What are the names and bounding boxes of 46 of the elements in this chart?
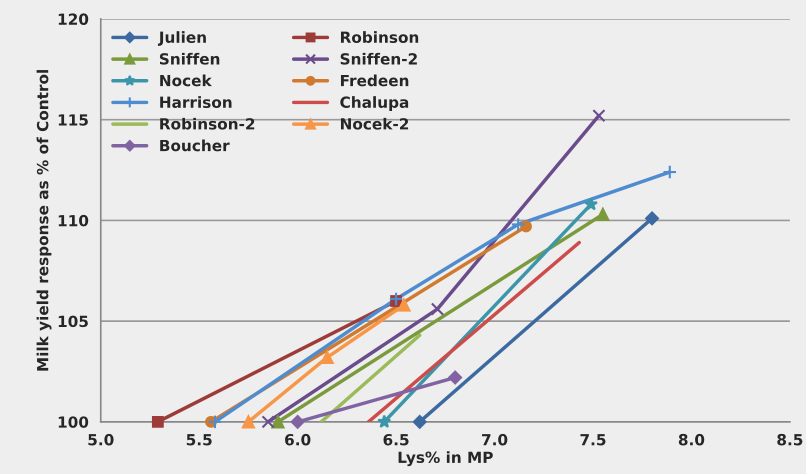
y-tick-label: 110 (58, 214, 88, 226)
legend-label: Harrison (160, 96, 232, 108)
legend-label: Nocek (160, 74, 212, 86)
x-tick-label: 8.5 (777, 434, 802, 446)
point (388, 292, 404, 306)
x-tick-label: 7.0 (482, 434, 508, 446)
legend-label: Chalupa (340, 96, 408, 111)
point (377, 414, 392, 428)
point (152, 416, 164, 428)
x-tick-label: 6.5 (384, 434, 409, 446)
point (242, 415, 256, 428)
point (290, 414, 305, 429)
x-tick-label: 8.0 (678, 434, 704, 446)
x-tick-label: 6.0 (285, 434, 310, 446)
point (520, 220, 532, 232)
y-tick-label: 120 (58, 13, 88, 25)
legend-label: Fredeen (340, 74, 408, 86)
legend-label: Robinson (340, 31, 418, 44)
legend-label: Sniffen-2 (340, 52, 417, 65)
y-tick-label: 105 (58, 316, 88, 328)
x-tick-label: 7.5 (580, 434, 606, 446)
legend-label: Julien (158, 31, 206, 46)
x-tick-label: 5.0 (88, 434, 114, 446)
point (592, 109, 606, 122)
x-axis-title: Lys% in MP (398, 451, 493, 466)
point (510, 217, 526, 232)
y-axis-title: Milk yield response as % of Control (36, 70, 52, 371)
y-tick-label: 115 (58, 114, 88, 126)
point (262, 415, 275, 428)
legend-label: Boucher (160, 139, 230, 152)
point (596, 208, 610, 221)
point (584, 197, 598, 210)
point (448, 370, 462, 384)
y-tick-label: 100 (58, 416, 88, 428)
x-tick-label: 5.5 (186, 434, 212, 446)
point (662, 164, 678, 180)
legend-label: Nocek-2 (340, 118, 408, 130)
point (430, 302, 444, 316)
point (271, 415, 285, 428)
point (645, 211, 659, 226)
point (208, 414, 222, 430)
point (412, 414, 427, 429)
point (320, 350, 334, 364)
legend-label: Sniffen (160, 52, 220, 65)
point (397, 298, 411, 312)
legend-label: Robinson-2 (160, 118, 254, 130)
